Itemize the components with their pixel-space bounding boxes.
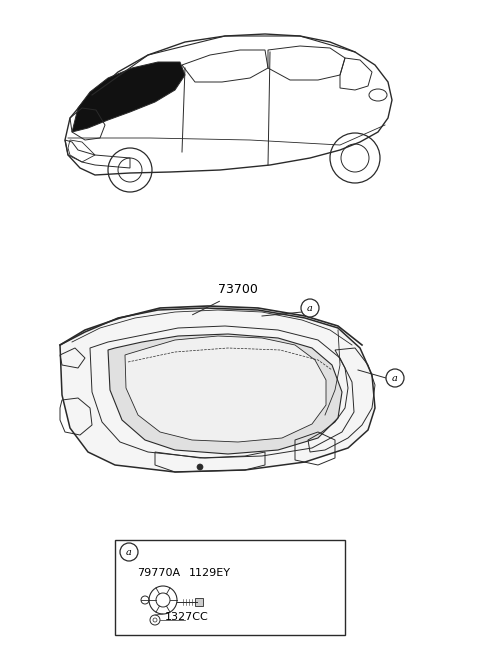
Text: a: a <box>307 304 313 313</box>
Bar <box>115 540 345 635</box>
Circle shape <box>386 369 404 387</box>
Text: 79770A: 79770A <box>137 568 180 578</box>
Circle shape <box>197 464 203 470</box>
Text: 1327CC: 1327CC <box>165 612 209 622</box>
Circle shape <box>301 299 319 317</box>
Polygon shape <box>60 308 375 472</box>
Text: 1129EY: 1129EY <box>189 568 231 578</box>
Polygon shape <box>125 336 326 442</box>
Text: a: a <box>392 374 398 383</box>
Text: 73700: 73700 <box>218 283 258 296</box>
Circle shape <box>120 543 138 561</box>
Bar <box>195 598 203 606</box>
Text: a: a <box>126 548 132 557</box>
Polygon shape <box>72 62 185 132</box>
Polygon shape <box>108 334 342 454</box>
